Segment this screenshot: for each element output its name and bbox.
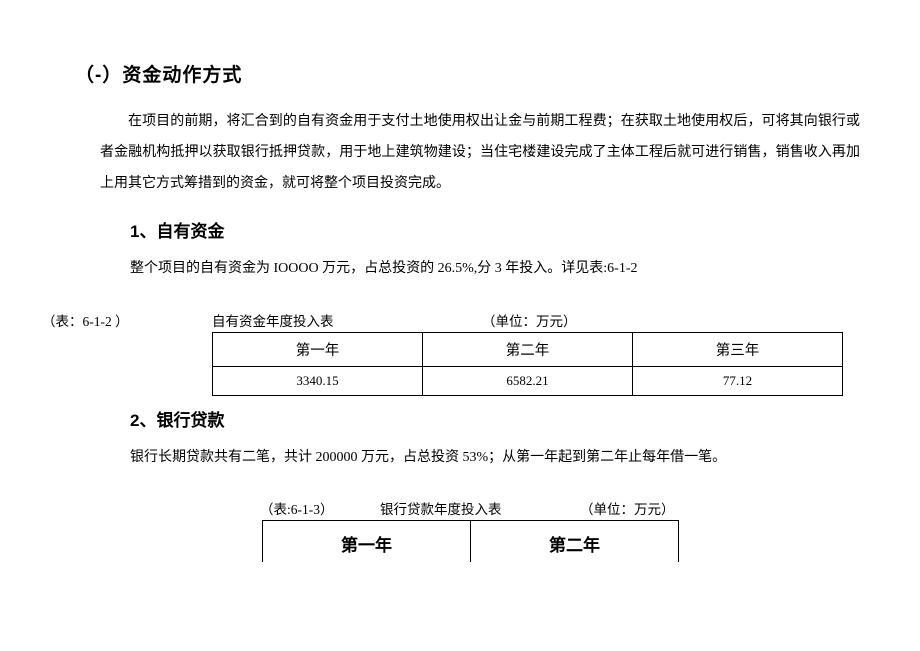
table1: 第一年 第二年 第三年 3340.15 6582.21 77.12: [212, 332, 843, 396]
table2-title: 银行贷款年度投入表: [380, 498, 580, 518]
table2: 第一年 第二年: [262, 520, 679, 562]
sub1-heading: 1、自有资金: [130, 217, 880, 242]
section-heading: （-）资金动作方式: [75, 60, 880, 87]
table2-col-0: 第一年: [263, 520, 471, 562]
table-row: 3340.15 6582.21 77.12: [213, 366, 843, 395]
table2-label: （表:6-1-3）: [260, 498, 380, 518]
sub1-paragraph: 整个项目的自有资金为 IOOOO 万元，占总投资的 26.5%,分 3 年投入。…: [130, 256, 880, 281]
table1-title: 自有资金年度投入表: [212, 310, 482, 330]
sub2-paragraph: 银行长期贷款共有二笔，共计 200000 万元，占总投资 53%；从第一年起到第…: [130, 445, 880, 470]
section-paragraph: 在项目的前期，将汇合到的自有资金用于支付土地使用权出让金与前期工程费；在获取土地…: [100, 107, 860, 199]
table-row: 第一年 第二年 第三年: [213, 332, 843, 366]
table1-unit: （单位：万元）: [482, 310, 577, 330]
table2-caption-row: （表:6-1-3） 银行贷款年度投入表 （单位：万元）: [260, 498, 880, 518]
table2-col-1: 第二年: [471, 520, 679, 562]
sub2-heading: 2、银行贷款: [130, 406, 880, 431]
table1-col-0: 第一年: [213, 332, 423, 366]
table1-label: （表：6-1-2 ）: [42, 310, 212, 330]
table1-col-1: 第二年: [423, 332, 633, 366]
table1-caption-row: （表：6-1-2 ） 自有资金年度投入表 （单位：万元）: [42, 310, 880, 330]
table1-cell-0-0: 3340.15: [213, 366, 423, 395]
table1-col-2: 第三年: [633, 332, 843, 366]
table-row: 第一年 第二年: [263, 520, 679, 562]
table2-unit: （单位：万元）: [580, 498, 675, 518]
table1-cell-0-2: 77.12: [633, 366, 843, 395]
table1-cell-0-1: 6582.21: [423, 366, 633, 395]
